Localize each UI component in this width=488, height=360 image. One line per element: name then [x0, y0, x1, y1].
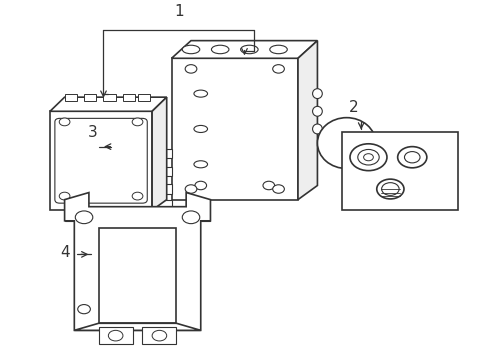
Text: 2: 2 [348, 100, 358, 115]
Ellipse shape [269, 45, 287, 54]
Ellipse shape [108, 200, 118, 210]
Bar [99, 327, 132, 345]
Bar [113, 167, 171, 176]
Polygon shape [50, 97, 166, 111]
Ellipse shape [272, 65, 284, 73]
Ellipse shape [272, 185, 284, 193]
Polygon shape [152, 97, 166, 210]
Ellipse shape [397, 147, 426, 168]
Bar [103, 94, 116, 101]
Polygon shape [74, 323, 201, 330]
Ellipse shape [404, 152, 419, 163]
Ellipse shape [376, 179, 403, 199]
Ellipse shape [108, 167, 118, 176]
Ellipse shape [312, 124, 322, 134]
Ellipse shape [108, 149, 118, 158]
Text: 1: 1 [174, 4, 183, 19]
Bar [113, 184, 171, 194]
Text: 3: 3 [88, 125, 98, 140]
Bar [171, 58, 297, 200]
Ellipse shape [357, 149, 378, 165]
Ellipse shape [132, 192, 142, 200]
Ellipse shape [195, 181, 206, 190]
Ellipse shape [59, 192, 70, 200]
Ellipse shape [108, 184, 118, 194]
Bar [341, 132, 458, 210]
Ellipse shape [194, 90, 207, 97]
Ellipse shape [312, 89, 322, 99]
Ellipse shape [194, 161, 207, 168]
Ellipse shape [59, 118, 70, 126]
Ellipse shape [349, 144, 386, 171]
Polygon shape [171, 41, 317, 58]
Ellipse shape [363, 154, 372, 161]
FancyBboxPatch shape [55, 118, 147, 203]
Ellipse shape [312, 106, 322, 116]
Ellipse shape [211, 45, 228, 54]
Text: 4: 4 [60, 245, 69, 260]
Polygon shape [64, 193, 210, 330]
Ellipse shape [78, 305, 90, 314]
Ellipse shape [182, 211, 200, 224]
Polygon shape [297, 41, 317, 200]
Ellipse shape [263, 181, 274, 190]
Bar [64, 94, 77, 101]
Ellipse shape [108, 330, 122, 341]
Bar [122, 94, 135, 101]
Ellipse shape [240, 45, 258, 54]
Ellipse shape [185, 65, 197, 73]
Bar [137, 94, 149, 101]
Bar [142, 327, 176, 345]
Ellipse shape [381, 183, 398, 195]
Ellipse shape [317, 118, 375, 168]
Ellipse shape [182, 45, 200, 54]
Ellipse shape [132, 118, 142, 126]
Bar [113, 200, 171, 210]
Polygon shape [99, 228, 176, 323]
Ellipse shape [152, 330, 166, 341]
Bar [84, 94, 96, 101]
Ellipse shape [75, 211, 93, 224]
Ellipse shape [185, 185, 197, 193]
Ellipse shape [194, 125, 207, 132]
Bar [50, 111, 152, 210]
Bar [113, 149, 171, 158]
